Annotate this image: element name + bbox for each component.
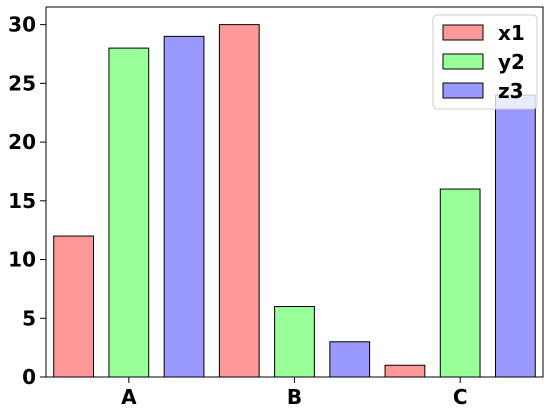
- bar-x1-B: [218, 24, 260, 378]
- bars-layer: [53, 24, 536, 378]
- y-tick-label: 15: [8, 189, 36, 213]
- bar-x1-A: [53, 235, 94, 378]
- bar-y2-B: [274, 306, 315, 378]
- x-axis: A B C: [121, 377, 468, 409]
- y-tick-label: 0: [22, 365, 36, 389]
- bar-y2-C: [439, 188, 481, 378]
- legend-swatch-z3: [442, 82, 484, 99]
- x-tick-label-C: C: [453, 385, 468, 409]
- bar-x1-C: [384, 364, 426, 378]
- y-tick-label: 20: [8, 130, 36, 154]
- y-tick-label: 10: [8, 248, 36, 272]
- bar-y2-A: [108, 47, 150, 378]
- x-tick-label-B: B: [287, 385, 302, 409]
- bar-z3-B: [329, 341, 371, 378]
- y-tick-label: 25: [8, 71, 36, 95]
- legend-label-y2: y2: [498, 50, 525, 74]
- legend: x1 y2 z3: [432, 14, 538, 110]
- y-tick-label: 30: [8, 13, 36, 37]
- legend-label-z3: z3: [498, 79, 524, 103]
- bar-z3-A: [163, 35, 205, 378]
- x-tick-label-A: A: [121, 385, 137, 409]
- y-tick-label: 5: [22, 306, 36, 330]
- bar-z3-C: [495, 94, 536, 378]
- legend-label-x1: x1: [498, 21, 525, 45]
- y-axis: 0 5 10 15 20 25 30: [8, 13, 46, 389]
- legend-swatch-y2: [442, 53, 484, 70]
- legend-swatch-x1: [442, 24, 484, 41]
